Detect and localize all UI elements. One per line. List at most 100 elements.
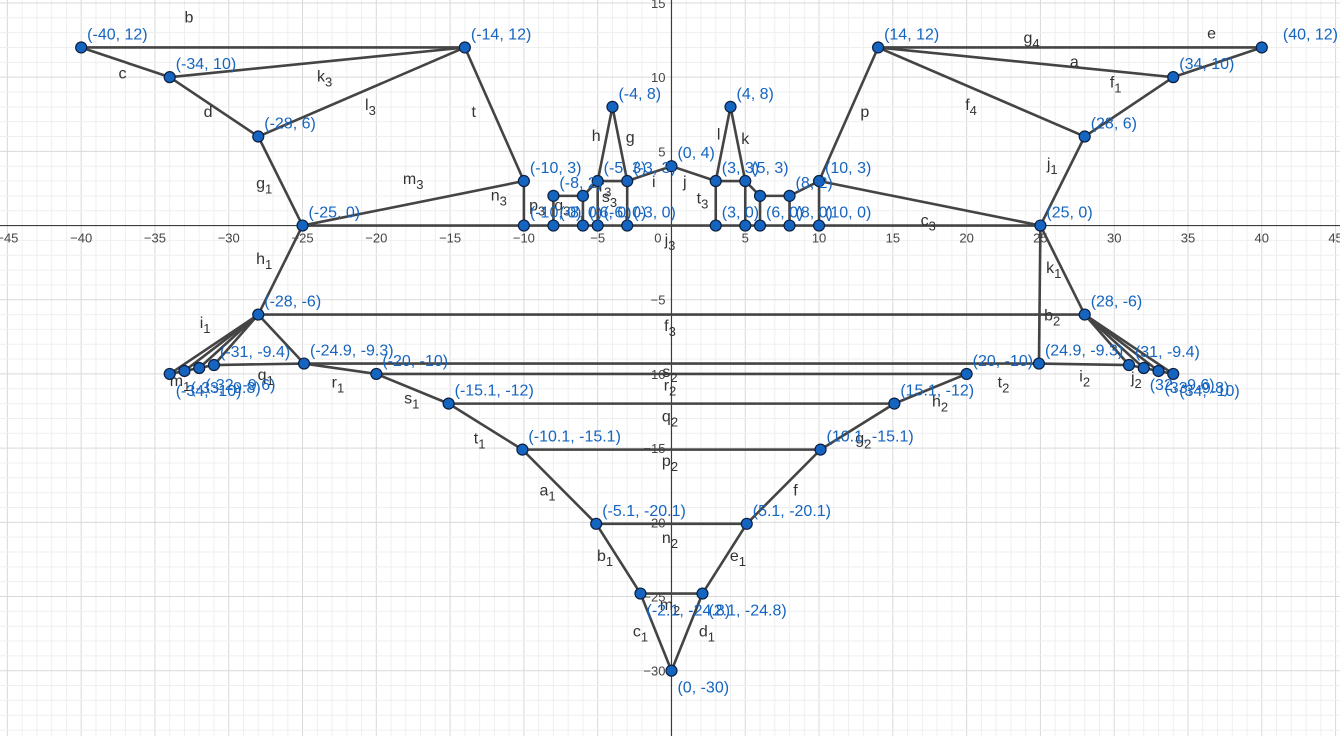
point[interactable] (591, 174, 604, 188)
point[interactable] (193, 361, 206, 375)
point[interactable] (783, 189, 796, 202)
point[interactable] (696, 587, 709, 600)
segment[interactable] (594, 522, 642, 595)
segment[interactable] (1127, 363, 1175, 376)
point[interactable] (370, 367, 383, 381)
segment[interactable] (463, 46, 526, 183)
segment[interactable] (375, 372, 450, 405)
point[interactable] (297, 357, 311, 370)
segment[interactable] (639, 592, 673, 673)
point[interactable] (709, 174, 722, 188)
point[interactable] (960, 367, 973, 381)
segment[interactable] (1171, 46, 1264, 79)
point[interactable] (812, 174, 826, 188)
point[interactable] (634, 587, 647, 600)
segment[interactable] (876, 46, 1175, 79)
point[interactable] (591, 219, 604, 232)
point[interactable] (1034, 219, 1047, 232)
point[interactable] (296, 219, 309, 232)
point[interactable] (724, 100, 737, 113)
point[interactable] (739, 219, 752, 232)
point[interactable] (621, 174, 634, 188)
segment[interactable] (256, 224, 304, 316)
point[interactable] (163, 71, 176, 84)
point[interactable] (252, 130, 265, 143)
point[interactable] (888, 397, 901, 410)
point[interactable] (621, 219, 634, 232)
point[interactable] (709, 219, 722, 232)
point[interactable] (516, 443, 529, 456)
point[interactable] (1167, 367, 1180, 381)
segment[interactable] (212, 362, 306, 367)
point[interactable] (812, 219, 826, 232)
point[interactable] (576, 189, 590, 202)
segment[interactable] (301, 179, 526, 227)
segment[interactable] (1039, 224, 1086, 316)
segment[interactable] (79, 46, 172, 79)
point[interactable] (1152, 364, 1165, 378)
point[interactable] (178, 364, 191, 378)
point[interactable] (1122, 358, 1136, 372)
segment[interactable] (1083, 75, 1175, 138)
point[interactable] (547, 189, 560, 202)
segment[interactable] (817, 179, 1042, 227)
segment[interactable] (256, 135, 304, 227)
point[interactable] (547, 219, 560, 232)
segment[interactable] (611, 105, 629, 183)
segment[interactable] (521, 448, 598, 526)
point[interactable] (75, 41, 88, 54)
point[interactable] (1078, 130, 1091, 143)
segment[interactable] (1037, 224, 1042, 365)
point[interactable] (783, 219, 796, 232)
point[interactable] (576, 219, 590, 232)
segment[interactable] (168, 75, 260, 138)
point[interactable] (740, 517, 753, 530)
point[interactable] (1255, 41, 1268, 54)
segment[interactable] (745, 448, 822, 526)
segment[interactable] (893, 372, 968, 405)
segment[interactable] (670, 164, 718, 183)
segment[interactable] (729, 105, 747, 183)
point[interactable] (442, 397, 455, 410)
segment[interactable] (256, 313, 306, 365)
segment[interactable] (596, 105, 614, 183)
point[interactable] (753, 189, 767, 202)
segment[interactable] (625, 164, 673, 183)
point[interactable] (517, 219, 530, 232)
segment[interactable] (447, 402, 524, 451)
segment[interactable] (701, 522, 749, 595)
points[interactable] (75, 41, 1268, 677)
segment[interactable] (819, 402, 896, 451)
segment[interactable] (168, 363, 216, 376)
point[interactable] (1032, 357, 1046, 370)
point[interactable] (739, 174, 752, 188)
point[interactable] (753, 219, 767, 232)
segment[interactable] (876, 46, 1086, 138)
segment[interactable] (302, 362, 378, 376)
segment[interactable] (1083, 313, 1146, 370)
point[interactable] (517, 174, 530, 188)
segment[interactable] (197, 313, 260, 370)
segment[interactable] (817, 46, 880, 183)
segment[interactable] (256, 46, 467, 138)
segment[interactable] (1083, 313, 1131, 367)
segment[interactable] (168, 46, 467, 79)
point[interactable] (590, 517, 603, 530)
segment[interactable] (212, 313, 260, 367)
point[interactable] (1078, 308, 1091, 321)
segment[interactable] (670, 592, 704, 673)
point[interactable] (665, 664, 678, 677)
segment[interactable] (714, 105, 732, 183)
point[interactable] (458, 41, 471, 54)
point[interactable] (606, 100, 619, 113)
point[interactable] (871, 41, 885, 54)
point[interactable] (252, 308, 265, 321)
segment[interactable] (1037, 362, 1131, 367)
point[interactable] (207, 358, 221, 372)
point[interactable] (163, 367, 176, 381)
point[interactable] (1137, 361, 1150, 375)
point[interactable] (814, 443, 827, 456)
point[interactable] (665, 160, 678, 173)
segment[interactable] (1039, 135, 1086, 227)
